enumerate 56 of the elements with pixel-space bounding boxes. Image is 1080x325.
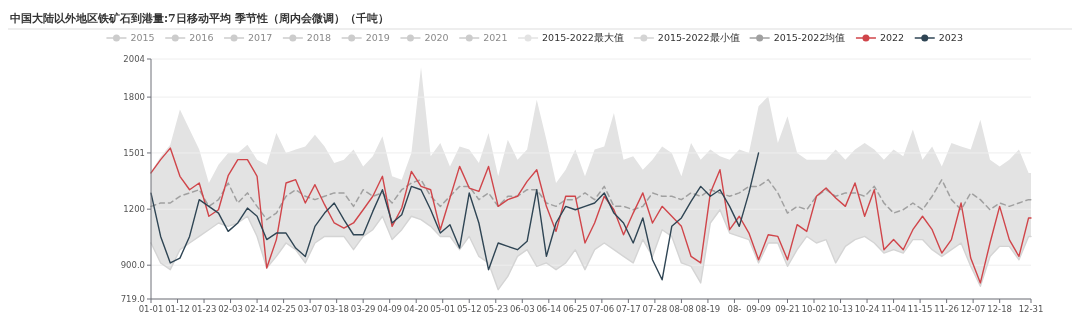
text: 2017 [248,32,273,44]
x-tick-label: 01-12 [165,304,190,314]
line-series [150,152,760,281]
x-tick-label: 06-03 [509,304,535,314]
x-tick-label: 12-31 [1018,304,1044,314]
x-tick-label: 02-14 [244,304,270,314]
x-tick-label: 06-25 [562,304,588,314]
y-tick-label: 1800 [123,92,145,103]
x-tick-label: 11-04 [881,304,906,314]
y-tick-label: 719.0 [120,293,145,304]
x-tick-label: 10-13 [828,304,853,314]
x-tick-label: 07-06 [589,304,615,314]
text: 2019 [365,32,390,44]
x-tick-label: 09-21 [775,304,800,314]
x-tick-label: 06-14 [536,304,562,314]
x-tick-label: 07-17 [616,304,641,314]
text: 2021 [483,32,508,44]
y-tick-label: 900.0 [120,260,145,271]
x-tick-label: 09-09 [746,304,771,314]
x-tick-label: 11-15 [907,304,933,314]
x-tick-label: 03-18 [324,304,349,314]
text: 2016 [189,32,214,44]
x-tick-label: 02-25 [271,304,296,314]
x-tick-label: 03-29 [350,304,376,314]
x-tick-label: 08-08 [669,304,694,314]
x-tick-label: 04-20 [403,304,429,314]
x-tick-label: 07-28 [642,304,668,314]
chart-title: 中国大陆以外地区铁矿石到港量:7日移动平均 季节性（周内会微调）（千吨） [10,12,389,25]
legend-label: 2023 [938,32,963,44]
x-tick-label: 02-03 [218,304,243,314]
x-tick-label: 05-01 [430,304,456,314]
y-tick-label: 1501 [123,147,145,158]
y-tick-label: 2004 [123,53,145,64]
x-tick-label: 12-07 [960,304,986,314]
x-tick-label: 12-18 [987,304,1013,314]
x-tick-label: 08- [727,304,742,314]
x-tick-label: 01-23 [191,304,217,314]
legend-label: 2015-2022最大值 [542,32,624,44]
legend-label: 2015-2022均值 [773,32,846,44]
x-tick-label: 05-12 [456,304,482,314]
x-tick-label: 11-26 [934,304,959,314]
x-tick-label: 08-19 [695,304,721,314]
legend-label: 2022 [879,32,905,44]
line-series [150,178,1032,221]
x-tick-label: 05-23 [483,304,509,314]
y-tick-label: 1200 [123,204,145,215]
line-series [150,147,1032,284]
x-tick-label: 01-01 [138,304,164,314]
legend-label: 2015-2022最小值 [657,32,740,44]
text: 2018 [306,32,332,44]
x-tick-label: 10-02 [801,304,827,314]
x-tick-label: 10-24 [854,304,880,314]
x-tick-label: 03-07 [297,304,323,314]
x-tick-label: 04-09 [377,304,403,314]
text: 2015 [130,32,155,44]
text: 2020 [424,32,449,44]
